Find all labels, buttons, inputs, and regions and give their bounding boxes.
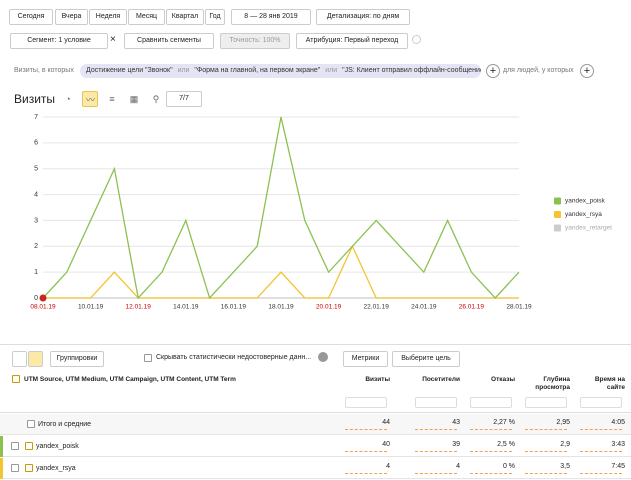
legend-swatch — [554, 198, 561, 205]
x-tick-label: 08.01.19 — [30, 304, 56, 311]
y-tick-label: 3 — [34, 217, 38, 224]
legend-label: yandex_retarget — [565, 225, 612, 232]
x-tick-label: 14.01.19 — [173, 304, 199, 311]
x-tick-label: 22.01.19 — [364, 304, 390, 311]
x-tick-label: 24.01.19 — [411, 304, 437, 311]
legend-swatch — [554, 211, 561, 218]
start-marker — [40, 295, 47, 302]
series-line — [43, 117, 519, 298]
y-tick-label: 4 — [34, 191, 38, 198]
x-tick-label: 28.01.19 — [506, 304, 532, 311]
y-tick-label: 0 — [34, 295, 38, 302]
y-tick-label: 6 — [34, 140, 38, 147]
y-tick-label: 2 — [34, 243, 38, 250]
legend-swatch — [554, 225, 561, 232]
legend-label: yandex_poisk — [565, 198, 605, 205]
y-tick-label: 5 — [34, 166, 38, 173]
y-tick-label: 7 — [34, 114, 38, 121]
y-tick-label: 1 — [34, 269, 38, 276]
x-tick-label: 12.01.19 — [126, 304, 152, 311]
x-tick-label: 20.01.19 — [316, 304, 342, 311]
x-tick-label: 10.01.19 — [78, 304, 104, 311]
x-tick-label: 26.01.19 — [459, 304, 485, 311]
legend-label: yandex_rsya — [565, 211, 602, 218]
x-tick-label: 16.01.19 — [221, 304, 247, 311]
x-tick-label: 18.01.19 — [268, 304, 294, 311]
